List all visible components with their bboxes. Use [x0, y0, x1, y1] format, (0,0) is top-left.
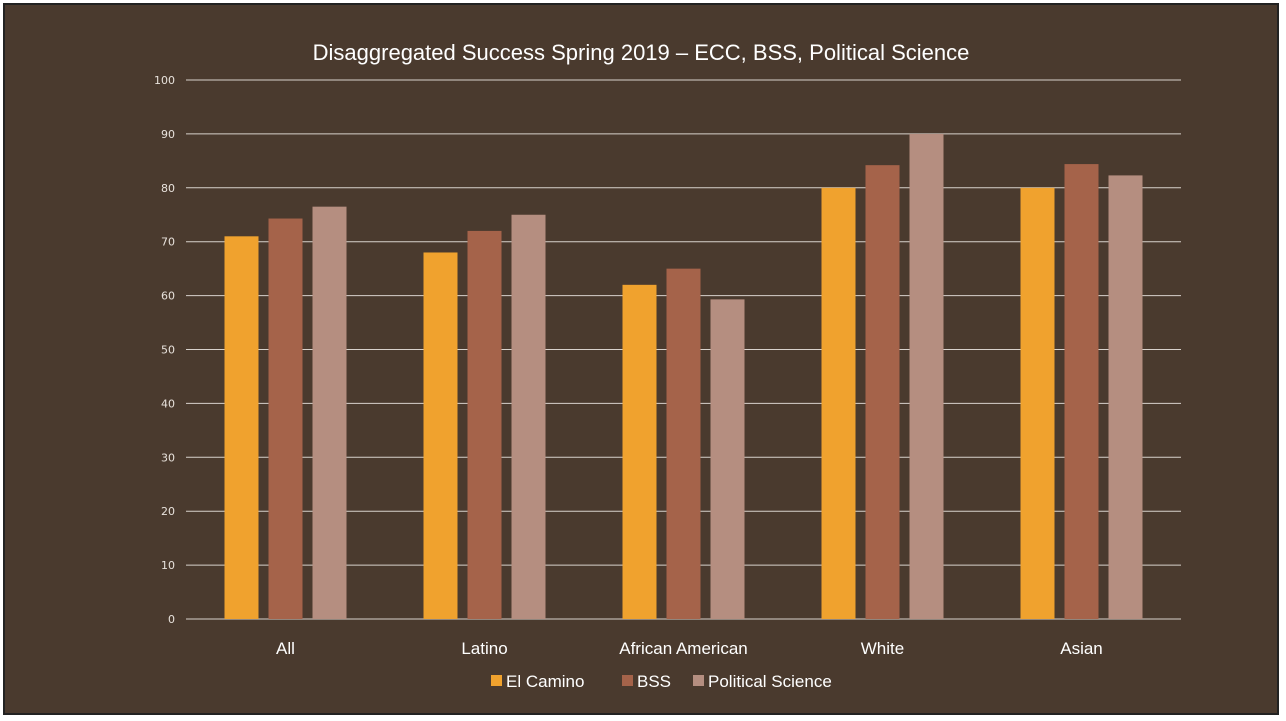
y-axis-ticks: 0 10 20 30 40 50 60 70 80 90 100 [154, 74, 175, 626]
legend: El Camino BSS Political Science [491, 672, 832, 691]
legend-label: Political Science [708, 672, 832, 691]
y-tick-label: 50 [161, 344, 175, 357]
bar-bss [268, 218, 303, 619]
legend-label: El Camino [506, 672, 584, 691]
y-tick-label: 10 [161, 559, 175, 572]
chart-title: Disaggregated Success Spring 2019 – ECC,… [313, 40, 970, 65]
bar-political-science [710, 299, 745, 619]
bar-el-camino [423, 252, 458, 620]
bar-political-science [1108, 175, 1143, 619]
y-tick-label: 80 [161, 182, 175, 195]
bar-el-camino [1020, 187, 1055, 620]
y-tick-label: 70 [161, 236, 175, 249]
x-tick-label: White [861, 639, 904, 658]
y-tick-label: 20 [161, 505, 175, 518]
bar-el-camino [622, 284, 657, 619]
x-tick-label: Asian [1060, 639, 1103, 658]
legend-swatch [693, 675, 704, 686]
bars [224, 133, 1143, 620]
x-tick-label: All [276, 639, 295, 658]
y-tick-label: 90 [161, 128, 175, 141]
bar-el-camino [224, 236, 259, 619]
bar-chart: Disaggregated Success Spring 2019 – ECC,… [154, 40, 1181, 691]
y-tick-label: 40 [161, 397, 175, 410]
bar-political-science [312, 206, 347, 620]
y-tick-label: 60 [161, 290, 175, 303]
legend-swatch [491, 675, 502, 686]
y-tick-label: 0 [168, 613, 175, 626]
bar-bss [467, 230, 502, 620]
bar-bss [666, 268, 701, 619]
bar-bss [1064, 164, 1099, 620]
slide-frame: Disaggregated Success Spring 2019 – ECC,… [3, 3, 1279, 715]
bar-political-science [511, 214, 546, 619]
x-tick-label: Latino [461, 639, 507, 658]
y-tick-label: 100 [154, 74, 175, 87]
bar-el-camino [821, 187, 856, 620]
x-tick-label: African American [619, 639, 748, 658]
y-tick-label: 30 [161, 451, 175, 464]
x-axis-ticks: All Latino African American White Asian [276, 639, 1103, 658]
legend-label: BSS [637, 672, 671, 691]
bar-political-science [909, 133, 944, 619]
legend-swatch [622, 675, 633, 686]
bar-bss [865, 165, 900, 620]
